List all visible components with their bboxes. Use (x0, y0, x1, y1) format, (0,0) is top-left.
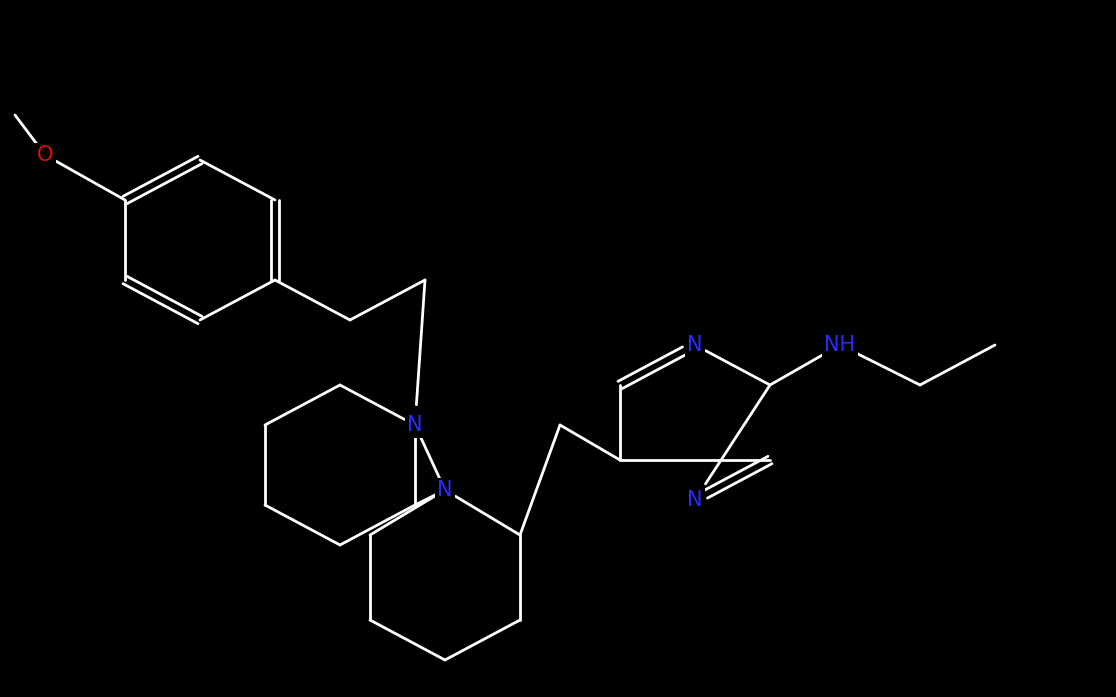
Text: N: N (437, 480, 453, 500)
Text: O: O (37, 145, 54, 165)
Text: N: N (407, 415, 423, 435)
Text: NH: NH (825, 335, 856, 355)
Text: N: N (687, 490, 703, 510)
Text: N: N (687, 335, 703, 355)
